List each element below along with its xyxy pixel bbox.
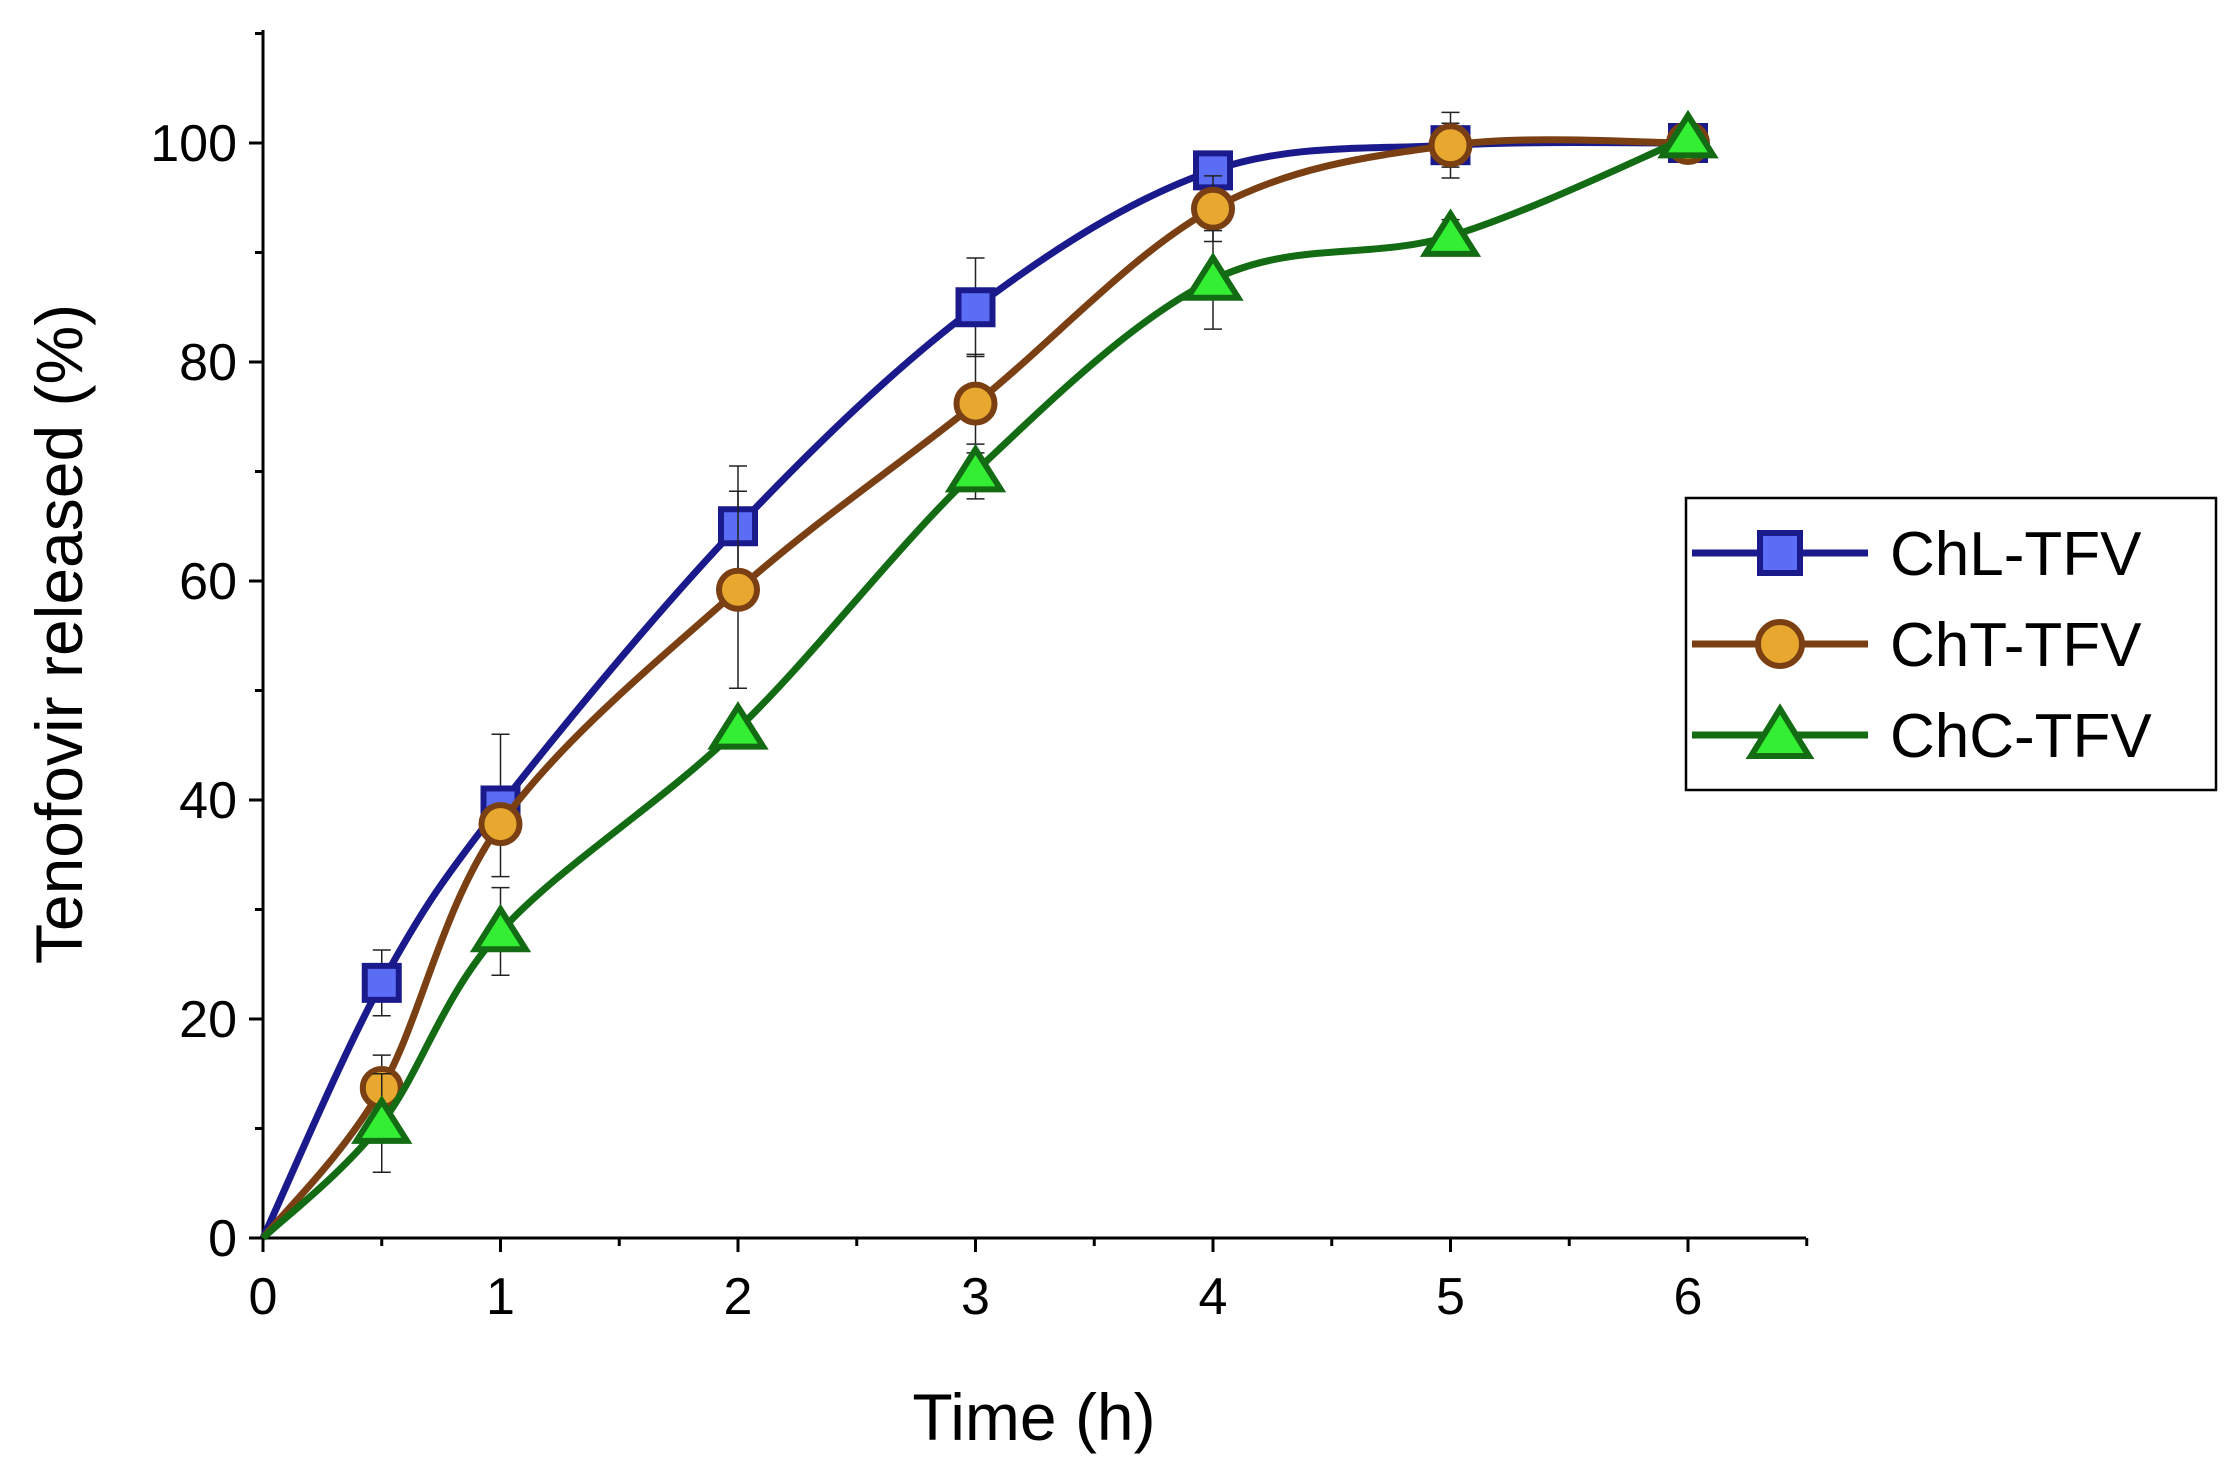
y-axis-title: Tenofovir released (%) [22, 304, 96, 964]
data-point [478, 802, 523, 847]
y-tick-label: 100 [150, 115, 237, 173]
series-line [260, 136, 1689, 1241]
data-point [469, 903, 532, 953]
x-tick-label: 1 [486, 1268, 515, 1326]
data-point [944, 443, 1007, 493]
axes [261, 30, 1806, 1240]
legend-label: ChC-TFV [1890, 702, 2152, 771]
series-cht-tfv [260, 121, 1710, 1241]
series-line [259, 139, 1689, 1240]
data-point [716, 567, 760, 612]
legend-swatch-marker [1755, 619, 1805, 669]
legend-item-chc-tfv: ChC-TFV [1692, 702, 2152, 771]
data-point [1428, 123, 1473, 168]
data-point [953, 381, 998, 426]
x-axis-title: Time (h) [912, 1380, 1155, 1454]
legend-swatch-marker [1757, 530, 1803, 576]
data-point [351, 1095, 413, 1144]
x-tick-label: 0 [249, 1268, 278, 1326]
legend-label: ChL-TFV [1890, 520, 2142, 589]
legend-item-chl-tfv: ChL-TFV [1692, 520, 2142, 589]
data-point [1193, 150, 1233, 191]
data-point [1419, 208, 1482, 257]
series-chl-tfv [259, 111, 1708, 1240]
data-point [955, 287, 996, 328]
data-point [1191, 186, 1235, 231]
legend-label: ChT-TFV [1890, 611, 2142, 680]
y-tick-label: 60 [179, 553, 237, 611]
series-chc-tfv [260, 109, 1719, 1241]
series-line [260, 134, 1690, 1241]
data-point [1657, 109, 1719, 159]
series-layer [259, 109, 1719, 1241]
y-tick-label: 80 [179, 334, 237, 392]
legend: ChL-TFV ChT-TFV ChC-TFV [1684, 496, 2218, 792]
data-point [707, 701, 769, 750]
x-tick-label: 5 [1436, 1268, 1465, 1326]
data-point [361, 962, 402, 1003]
x-tick-label: 4 [1199, 1268, 1228, 1326]
x-tick-label: 3 [961, 1268, 990, 1326]
legend-swatch-marker [1745, 703, 1815, 759]
data-point [1182, 252, 1244, 301]
y-tick-label: 0 [208, 1210, 237, 1268]
legend-item-cht-tfv: ChT-TFV [1692, 611, 2142, 680]
y-tick-label: 40 [179, 772, 237, 830]
x-tick-label: 2 [724, 1268, 753, 1326]
y-tick-label: 20 [179, 991, 237, 1049]
x-tick-label: 6 [1674, 1268, 1703, 1326]
